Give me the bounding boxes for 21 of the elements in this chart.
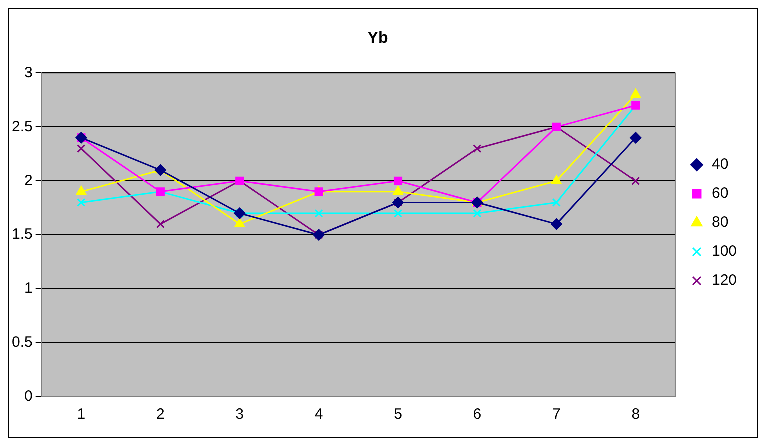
legend-label: 100 [712,243,738,260]
legend-label: 40 [712,156,729,174]
y-tick-label: 3 [24,64,33,82]
legend-label: 80 [712,214,729,232]
legend-label: 60 [712,185,729,202]
x-tick-label: 2 [156,406,165,424]
x-tick-label: 1 [77,406,86,424]
x-tick-label: 4 [314,406,324,424]
x-tick-label: 6 [473,406,482,424]
y-tick-label: 2 [24,172,33,190]
x-tick-label: 3 [236,406,244,424]
chart-title: Yb [368,30,388,48]
x-tick-label: 8 [632,406,640,424]
x-tick-label: 7 [552,406,561,424]
y-tick-label: 1 [24,280,33,298]
y-tick-label: 1.5 [12,226,33,244]
y-tick-label: 0 [24,388,33,406]
legend-label: 120 [712,272,738,290]
y-tick-label: 2.5 [12,118,33,136]
y-tick-label: 0.5 [12,334,33,352]
x-tick-label: 5 [394,406,402,424]
